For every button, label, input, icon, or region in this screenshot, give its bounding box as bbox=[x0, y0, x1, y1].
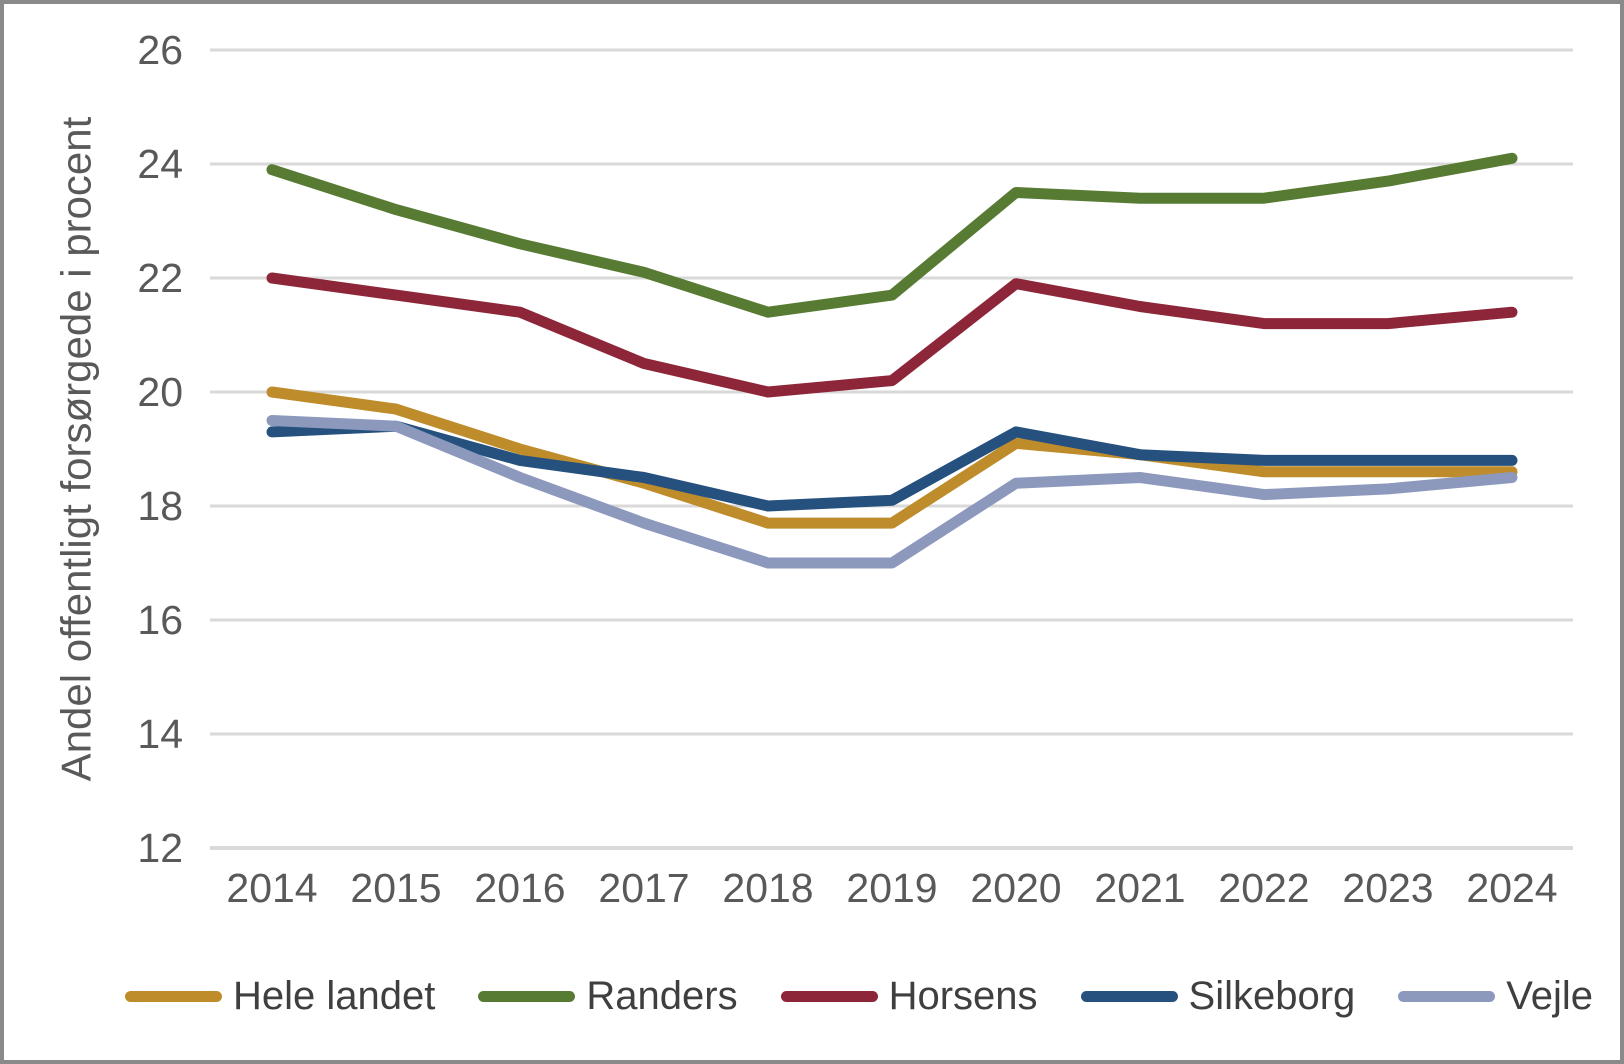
legend-swatch-randers bbox=[478, 990, 576, 1002]
legend-swatch-vejle bbox=[1398, 990, 1496, 1002]
y-tick-label: 24 bbox=[137, 141, 183, 187]
x-tick-label: 2024 bbox=[1466, 865, 1557, 911]
series-line-silkeborg bbox=[266, 420, 1518, 512]
legend-item-randers: Randers bbox=[478, 973, 738, 1019]
legend: Hele landet Randers Horsens Silkeborg Ve… bbox=[125, 966, 1593, 1026]
x-tick-label: 2019 bbox=[846, 865, 937, 911]
legend-swatch-silkeborg bbox=[1080, 990, 1178, 1002]
series-line-randers bbox=[266, 152, 1518, 318]
y-tick-label: 20 bbox=[137, 369, 183, 415]
x-tick-label: 2015 bbox=[350, 865, 441, 911]
legend-swatch-horsens bbox=[780, 990, 878, 1002]
x-tick-label: 2017 bbox=[598, 865, 689, 911]
legend-item-hele-landet: Hele landet bbox=[125, 974, 435, 1019]
y-tick-label: 18 bbox=[137, 483, 183, 529]
series-line-horsens bbox=[266, 272, 1518, 398]
legend-item-silkeborg: Silkeborg bbox=[1080, 973, 1356, 1019]
x-tick-label: 2022 bbox=[1218, 865, 1309, 911]
y-tick-label: 16 bbox=[137, 597, 183, 643]
y-tick-label: 22 bbox=[137, 255, 183, 301]
y-axis-title: Andel offentligt forsørgede i procent bbox=[53, 116, 100, 781]
legend-item-horsens: Horsens bbox=[780, 973, 1038, 1019]
x-tick-label: 2021 bbox=[1094, 865, 1185, 911]
legend-label: Silkeborg bbox=[1188, 973, 1356, 1018]
legend-item-vejle: Vejle bbox=[1398, 974, 1593, 1019]
y-tick-label: 26 bbox=[137, 27, 183, 73]
x-tick-label: 2014 bbox=[226, 865, 317, 911]
series-line-vejle bbox=[266, 415, 1518, 569]
x-tick-label: 2023 bbox=[1342, 865, 1433, 911]
legend-label: Vejle bbox=[1506, 973, 1594, 1018]
legend-swatch-hele-landet bbox=[125, 990, 222, 1002]
legend-label: Hele landet bbox=[233, 973, 436, 1018]
x-tick-label: 2018 bbox=[722, 865, 813, 911]
legend-label: Randers bbox=[586, 973, 738, 1018]
x-tick-label: 2016 bbox=[474, 865, 565, 911]
x-tick-label: 2020 bbox=[970, 865, 1061, 911]
y-tick-label: 12 bbox=[137, 825, 183, 871]
legend-label: Horsens bbox=[888, 973, 1038, 1018]
series-line-hele-landet bbox=[266, 386, 1518, 529]
y-tick-label: 14 bbox=[137, 711, 183, 757]
